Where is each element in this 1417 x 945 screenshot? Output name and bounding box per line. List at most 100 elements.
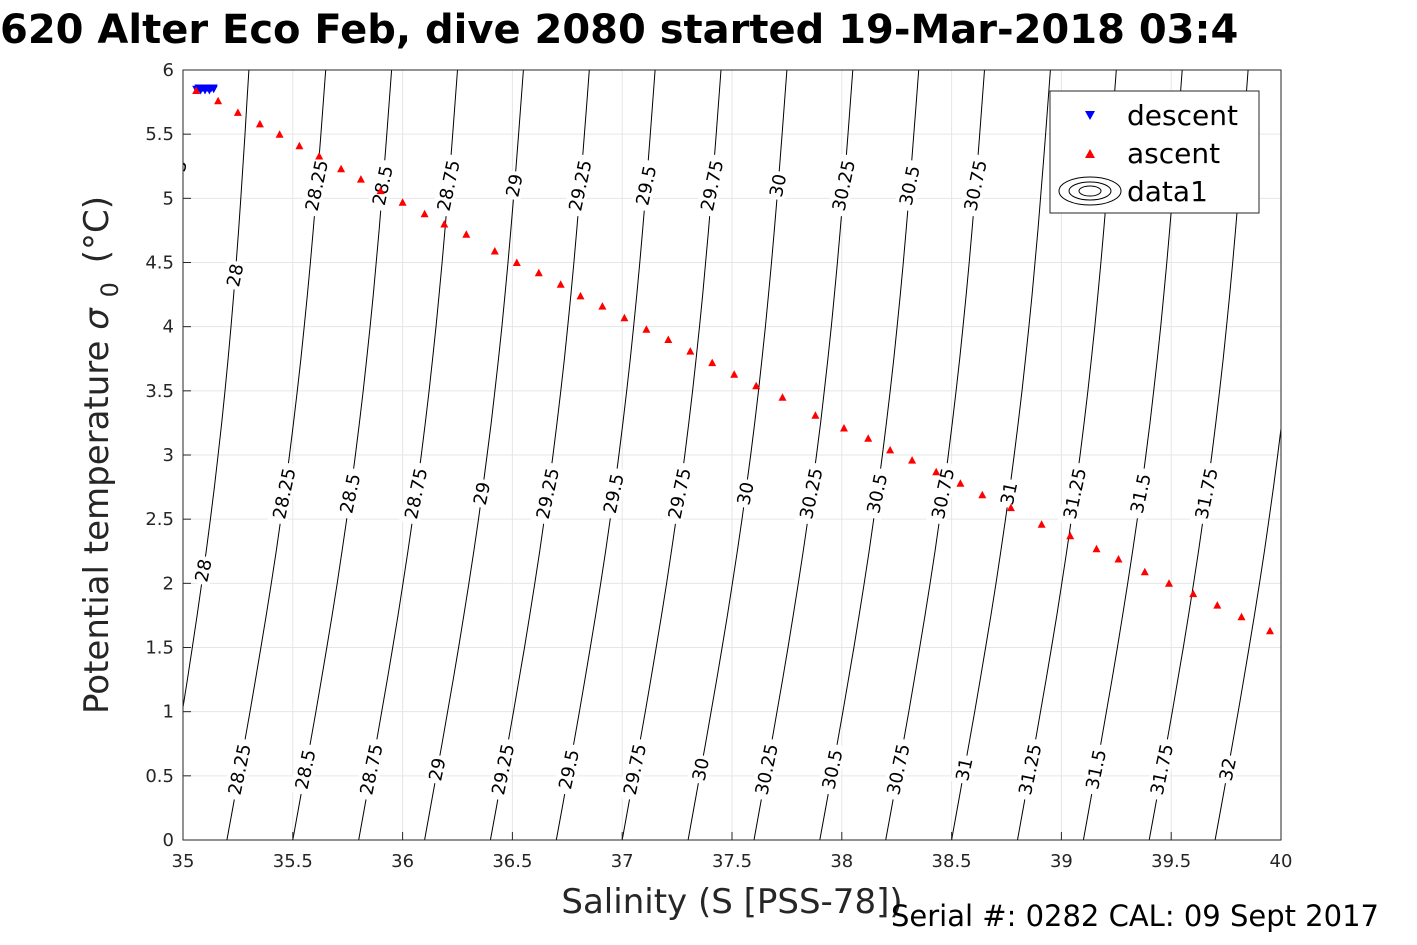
- legend-ascent-marker: [1085, 149, 1095, 158]
- isopycnal-label-bg: [995, 477, 1021, 510]
- isopycnal-label-bg: [423, 753, 450, 785]
- isopycnal-label-bg: [1189, 461, 1222, 526]
- legend: descent ascent data1: [1049, 90, 1260, 214]
- isopycnal-label: 31: [997, 480, 1022, 507]
- isopycnal-label: 31: [952, 756, 977, 783]
- legend-descent-label: descent: [1127, 99, 1238, 132]
- ascent-point: [440, 220, 449, 228]
- isopycnal-label-group: 31: [950, 753, 978, 785]
- ascent-point: [642, 325, 651, 333]
- isopycnal-label-bg: [695, 153, 728, 218]
- isopycnal-label-bg: [926, 461, 959, 526]
- y-tick-label: 2.5: [145, 509, 174, 530]
- isopycnal-label-bg: [189, 554, 216, 587]
- svg-text:Potential temperature σ: Potential temperature σ 0 (°C): [77, 196, 127, 714]
- ascent-point: [840, 424, 848, 432]
- y-tick-label: 5.5: [145, 124, 174, 145]
- isopycnal-label: 30: [733, 480, 758, 507]
- legend-data1-label: data1: [1127, 175, 1208, 208]
- y-tick-label: 1: [163, 702, 174, 723]
- isopycnal-label: 30: [766, 172, 791, 199]
- isopycnal-label-bg: [597, 466, 628, 520]
- isopycnal-label-bg: [617, 737, 651, 802]
- isopycnal-label-bg: [289, 742, 320, 796]
- ascent-point: [864, 434, 873, 442]
- ascent-point: [1237, 612, 1246, 621]
- isopycnal-label-group: 32: [1214, 753, 1241, 785]
- isopycnal-label-bg: [1057, 461, 1091, 526]
- isopycnal-label-bg: [399, 461, 432, 526]
- isopycnal-label-bg: [1124, 466, 1155, 520]
- isopycnal-label: 29: [502, 172, 527, 199]
- ascent-point: [686, 347, 695, 355]
- ascent-point: [730, 370, 739, 378]
- isopycnal-label: 28: [191, 557, 216, 584]
- isopycnal-label-bg: [553, 742, 584, 796]
- isopycnal-label-bg: [299, 153, 333, 218]
- ascent-point: [620, 313, 629, 322]
- ascent-point: [255, 119, 264, 128]
- ascent-point: [1189, 589, 1198, 598]
- ascent-point: [1092, 544, 1101, 553]
- ascent-point: [398, 198, 407, 206]
- isopycnal-label-bg: [881, 737, 914, 802]
- isopycnal-label-bg: [500, 169, 527, 202]
- isopycnal-label-bg: [826, 153, 860, 218]
- x-tick-label: 38: [830, 851, 853, 872]
- isopycnal-line: [183, 70, 250, 711]
- isopycnal-label-bg: [366, 158, 397, 212]
- x-tick-label: 39: [1050, 851, 1073, 872]
- isopycnal-label-bg: [222, 737, 255, 802]
- isopycnal-label-group: 30: [731, 477, 759, 510]
- ascent-point: [908, 456, 917, 464]
- isopycnal-label: 32: [1216, 756, 1241, 783]
- isopycnal-label-group: 30.5: [893, 158, 925, 212]
- x-tick-label: 37.5: [712, 851, 752, 872]
- isopycnal-label-bg: [794, 461, 827, 526]
- y-tick-label: 2: [163, 573, 174, 594]
- isopycnal-label-bg: [731, 477, 758, 510]
- ascent-point: [420, 209, 429, 218]
- ascent-point: [664, 335, 673, 343]
- y-tick-label: 3.5: [145, 381, 174, 402]
- ascent-point: [978, 490, 987, 499]
- x-tick-label: 35.5: [273, 851, 313, 872]
- ascent-point: [956, 479, 965, 487]
- x-tick-label: 40: [1270, 851, 1293, 872]
- y-tick-label: 6: [163, 60, 174, 81]
- isopycnal-label-bg: [630, 158, 661, 212]
- y-axis-label-subscript: 0: [96, 282, 124, 297]
- isopycnal-label-group: 29: [423, 753, 451, 785]
- ascent-point: [233, 108, 242, 116]
- y-tick-label: 0.5: [145, 766, 174, 787]
- ascent-point: [598, 302, 607, 310]
- x-axis-ticks: 35 35.5 36 36.5 37 37.5 38 38.5 39 39.5 40: [172, 832, 1293, 872]
- ascent-point: [376, 186, 385, 195]
- isopycnal-label-group: 28: [221, 259, 248, 291]
- y-axis-label: Potential temperature: [77, 341, 117, 714]
- descent-point: [209, 84, 218, 92]
- isopycnal-label-bg: [687, 753, 713, 785]
- y-axis-label-sigma: σ: [77, 307, 117, 330]
- isopycnal-label-group: 29: [468, 477, 495, 510]
- ascent-point: [1037, 520, 1046, 528]
- ascent-point: [462, 230, 471, 238]
- x-tick-label: 37: [611, 851, 634, 872]
- ascent-point: [1165, 579, 1173, 587]
- isopycnal-label-bg: [486, 737, 519, 802]
- serial-cal-note: Serial #: 0282 CAL: 09 Sept 2017: [891, 899, 1379, 933]
- legend-descent-marker: [1085, 111, 1095, 120]
- isopycnal-label-bg: [221, 259, 247, 291]
- y-tick-label: 4: [163, 317, 174, 338]
- isopycnal-label-bg: [950, 753, 977, 785]
- ascent-point: [778, 393, 787, 401]
- y-axis-label-group: Potential temperature σ 0 (°C): [77, 196, 127, 714]
- isopycnal-label-group: 30: [764, 169, 791, 202]
- ascent-point: [576, 291, 585, 300]
- ascent-point: [811, 411, 820, 419]
- x-axis-label: Salinity (S [PSS-78]): [561, 882, 902, 922]
- isopycnal-label-bg: [1080, 742, 1111, 796]
- isopycnal-label-bg: [958, 153, 991, 218]
- isopycnal-label-group: 29: [500, 169, 528, 202]
